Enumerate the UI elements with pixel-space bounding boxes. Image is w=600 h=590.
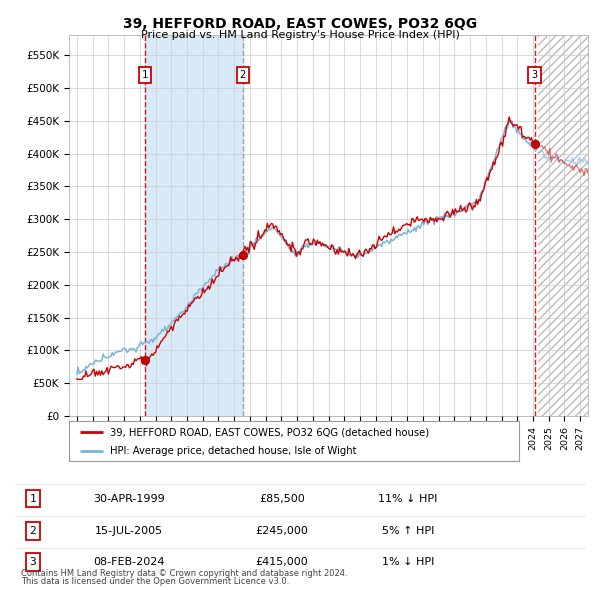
Text: 3: 3 — [29, 558, 37, 567]
Text: HPI: Average price, detached house, Isle of Wight: HPI: Average price, detached house, Isle… — [110, 446, 356, 456]
Text: 1: 1 — [29, 494, 37, 503]
Text: 08-FEB-2024: 08-FEB-2024 — [93, 558, 165, 567]
Text: Contains HM Land Registry data © Crown copyright and database right 2024.: Contains HM Land Registry data © Crown c… — [21, 569, 347, 578]
Text: 15-JUL-2005: 15-JUL-2005 — [95, 526, 163, 536]
Text: 5% ↑ HPI: 5% ↑ HPI — [382, 526, 434, 536]
Text: 30-APR-1999: 30-APR-1999 — [93, 494, 165, 503]
Text: 1: 1 — [142, 70, 148, 80]
Text: 39, HEFFORD ROAD, EAST COWES, PO32 6QG (detached house): 39, HEFFORD ROAD, EAST COWES, PO32 6QG (… — [110, 428, 428, 438]
Text: 39, HEFFORD ROAD, EAST COWES, PO32 6QG: 39, HEFFORD ROAD, EAST COWES, PO32 6QG — [123, 17, 477, 31]
Text: Price paid vs. HM Land Registry's House Price Index (HPI): Price paid vs. HM Land Registry's House … — [140, 30, 460, 40]
Text: £245,000: £245,000 — [256, 526, 308, 536]
Bar — [145, 35, 242, 416]
Bar — [538, 35, 588, 416]
Text: 11% ↓ HPI: 11% ↓ HPI — [379, 494, 437, 503]
Text: This data is licensed under the Open Government Licence v3.0.: This data is licensed under the Open Gov… — [21, 577, 289, 586]
Text: £85,500: £85,500 — [259, 494, 305, 503]
Text: 3: 3 — [532, 70, 538, 80]
Text: £415,000: £415,000 — [256, 558, 308, 567]
Text: 2: 2 — [239, 70, 246, 80]
Text: 2: 2 — [29, 526, 37, 536]
Text: 1% ↓ HPI: 1% ↓ HPI — [382, 558, 434, 567]
